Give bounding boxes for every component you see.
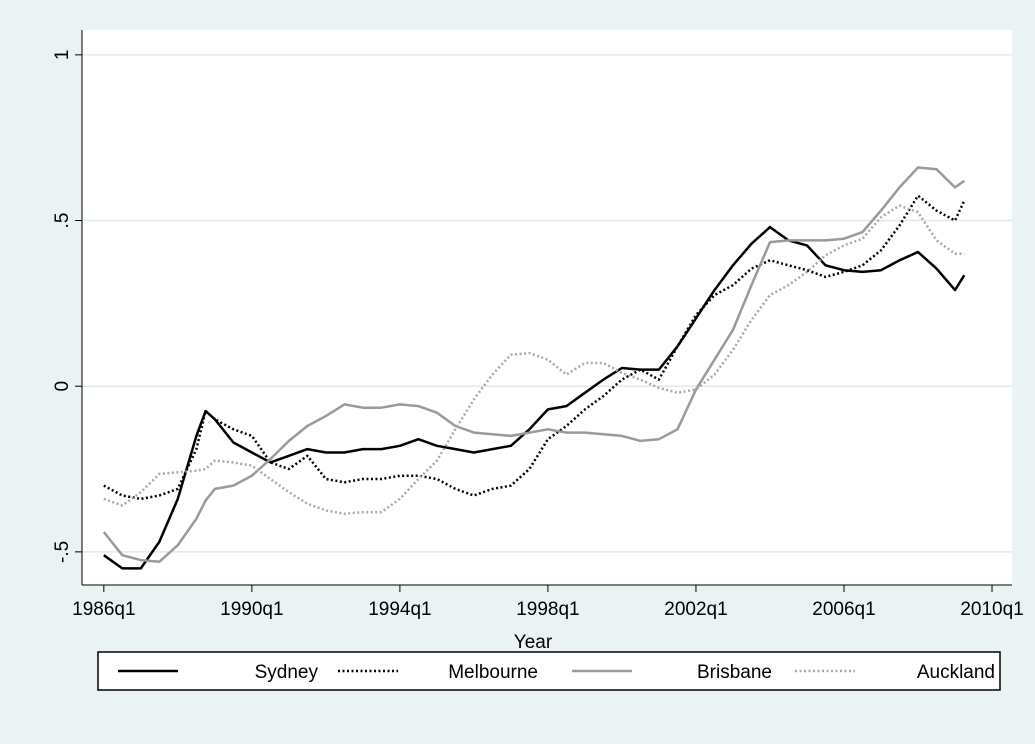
- series-line: [103, 204, 965, 516]
- legend-label: Auckland: [917, 662, 995, 683]
- y-tick-label: 0: [52, 381, 73, 392]
- x-tick-label: 1986q1: [72, 599, 135, 620]
- y-tick-label: -.5: [52, 541, 73, 563]
- legend-label: Brisbane: [697, 662, 772, 683]
- x-tick-label: 2002q1: [664, 599, 727, 620]
- legend-label: Sydney: [255, 662, 319, 683]
- series-line: [103, 194, 966, 501]
- x-axis-title: Year: [514, 632, 553, 653]
- x-tick-label: 1994q1: [368, 599, 431, 620]
- series-line: [103, 225, 966, 570]
- legend: [97, 651, 1001, 691]
- x-tick-label: 2010q1: [960, 599, 1023, 620]
- x-tick-label: 1998q1: [516, 599, 579, 620]
- y-tick-label: .5: [52, 213, 73, 229]
- series-line: [102, 166, 966, 564]
- legend-label: Melbourne: [448, 662, 538, 683]
- plot-area: [82, 30, 1012, 585]
- x-tick-label: 2006q1: [812, 599, 875, 620]
- y-tick-label: 1: [52, 50, 73, 61]
- x-tick-label: 1990q1: [220, 599, 283, 620]
